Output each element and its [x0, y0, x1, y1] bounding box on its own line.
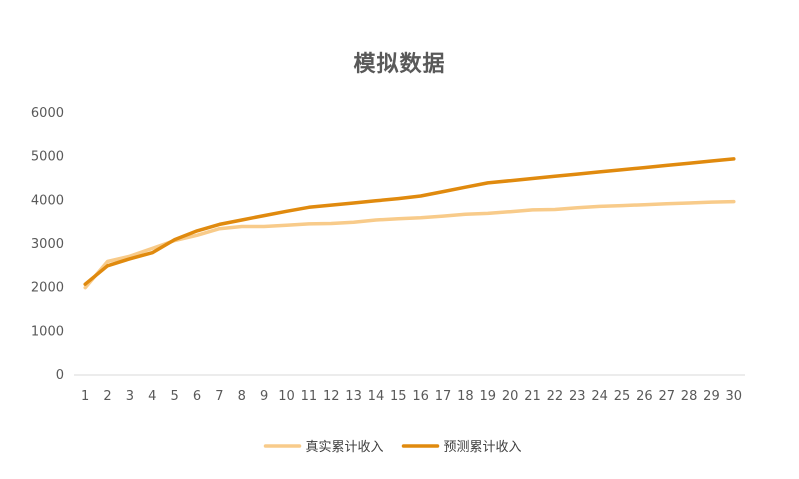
x-tick-label: 13	[345, 389, 362, 404]
y-tick-label: 5000	[31, 150, 64, 165]
x-tick-label: 19	[480, 389, 497, 404]
x-tick-label: 8	[238, 389, 246, 404]
x-tick-label: 12	[323, 389, 340, 404]
x-tick-label: 15	[390, 389, 407, 404]
x-tick-label: 27	[658, 389, 675, 404]
x-tick-label: 3	[126, 389, 134, 404]
x-tick-label: 18	[457, 389, 474, 404]
x-tick-label: 10	[278, 389, 295, 404]
x-tick-label: 4	[148, 389, 156, 404]
y-tick-label: 1000	[31, 324, 64, 339]
x-tick-label: 23	[569, 389, 586, 404]
x-tick-label: 30	[726, 389, 743, 404]
x-tick-label: 16	[412, 389, 429, 404]
x-tick-label: 1	[81, 389, 89, 404]
x-tick-label: 17	[435, 389, 452, 404]
series-line-1	[83, 199, 736, 290]
x-tick-label: 9	[260, 389, 268, 404]
x-tick-label: 26	[636, 389, 653, 404]
x-tick-label: 21	[524, 389, 541, 404]
y-tick-label: 3000	[31, 237, 64, 252]
x-tick-label: 25	[614, 389, 631, 404]
x-axis: 1 2 3 4 5 6 7 8 9 10 11 12 13 14 15 16 17 18 19 20 21 22 23 24 2…	[74, 374, 745, 404]
legend-label-1: 真实累计收入	[306, 440, 384, 455]
chart-title: 模拟数据	[353, 52, 446, 77]
x-tick-label: 22	[547, 389, 564, 404]
x-tick-label: 6	[193, 389, 201, 404]
x-tick-label: 20	[502, 389, 519, 404]
x-tick-label: 2	[103, 389, 111, 404]
y-tick-label: 6000	[31, 106, 64, 121]
series-line-2	[83, 157, 736, 286]
legend: 真实累计收入 预测累计收入	[263, 440, 522, 455]
x-tick-label: 24	[591, 389, 608, 404]
series-group	[83, 157, 736, 290]
x-tick-label: 28	[681, 389, 698, 404]
x-tick-label: 5	[171, 389, 179, 404]
y-tick-label: 0	[56, 368, 64, 383]
y-tick-label: 4000	[31, 193, 64, 208]
legend-label-2: 预测累计收入	[444, 440, 522, 455]
x-tick-label: 7	[215, 389, 223, 404]
y-axis: 0 1000 2000 3000 4000 5000 6000	[31, 106, 64, 383]
x-tick-label: 29	[703, 389, 720, 404]
x-tick-label: 14	[368, 389, 385, 404]
y-tick-label: 2000	[31, 281, 64, 296]
x-tick-label: 11	[301, 389, 318, 404]
